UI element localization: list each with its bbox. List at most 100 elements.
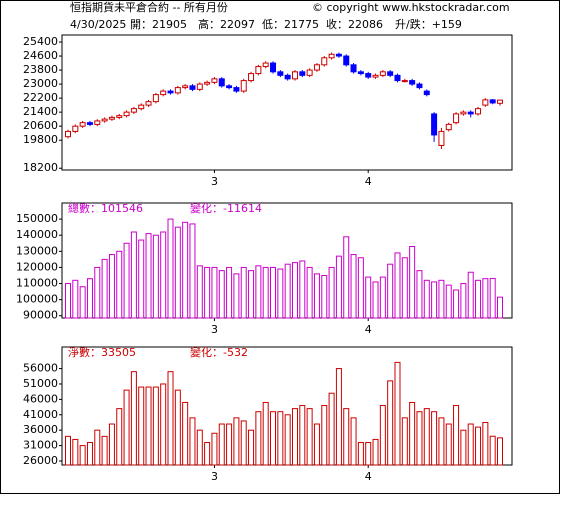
bar — [262, 266, 269, 319]
y-tick-label: 31000 — [23, 439, 58, 452]
candle-body — [431, 113, 438, 136]
chart-title: 恒指期貨未平倉合約 -- 所有月份 — [70, 0, 228, 14]
candle-body — [65, 130, 71, 138]
candle-body — [299, 71, 306, 76]
bar — [475, 426, 482, 466]
candle-body — [409, 80, 416, 85]
bar — [357, 257, 364, 319]
x-tick-label: 3 — [211, 175, 218, 188]
candle-body — [86, 122, 93, 125]
y-tick-label: 23800 — [23, 63, 58, 76]
bar — [226, 266, 233, 319]
candle-body — [270, 62, 277, 73]
bar — [372, 438, 379, 466]
bar — [152, 234, 159, 319]
candle-body — [423, 90, 430, 96]
bar — [233, 417, 240, 466]
bar — [248, 429, 255, 466]
candle-body — [108, 116, 115, 120]
bar — [387, 263, 394, 319]
bar — [196, 429, 203, 466]
bar — [497, 296, 503, 319]
bar — [65, 435, 71, 466]
y-tick-label: 24600 — [23, 49, 58, 62]
bar — [72, 438, 79, 466]
candle-body — [79, 122, 86, 127]
bar — [350, 254, 357, 319]
bar — [343, 236, 350, 319]
candle-body — [482, 99, 489, 106]
candle-body — [467, 111, 474, 115]
bar — [94, 266, 101, 319]
bar — [218, 270, 225, 319]
bar — [101, 435, 108, 466]
candle-body — [196, 83, 203, 90]
bar — [116, 408, 123, 466]
bar — [284, 263, 291, 319]
y-tick-label: 26000 — [23, 454, 58, 467]
bar — [270, 411, 277, 466]
y-tick-label: 41000 — [23, 408, 58, 421]
x-tick-label: 3 — [211, 323, 218, 336]
bar — [453, 405, 460, 466]
bar — [423, 408, 430, 466]
bar — [489, 435, 496, 466]
panel-label: 淨數：33505 — [68, 346, 136, 359]
candle-body — [255, 66, 262, 75]
candle-body — [204, 81, 211, 85]
candle-body — [350, 64, 357, 73]
candle-body — [94, 120, 101, 125]
candle-body — [123, 111, 130, 117]
bar — [306, 266, 313, 319]
bar — [152, 386, 159, 466]
bar — [255, 265, 262, 319]
bar — [240, 266, 247, 319]
bar — [130, 231, 137, 319]
bar — [182, 401, 189, 466]
candle-body — [306, 69, 313, 76]
candle-body — [416, 83, 423, 89]
bar — [445, 423, 452, 466]
bar — [211, 266, 218, 319]
bar — [365, 442, 372, 466]
bar — [401, 417, 408, 466]
bar — [423, 279, 430, 319]
bar — [145, 233, 152, 319]
bar — [482, 278, 489, 319]
bar — [291, 408, 298, 466]
candle-body — [453, 113, 460, 124]
bar — [299, 405, 306, 466]
bar — [255, 411, 262, 466]
y-tick-label: 36000 — [23, 423, 58, 436]
bar — [394, 361, 401, 466]
candle-body — [335, 53, 342, 57]
candle-body — [167, 90, 174, 94]
candle-body — [387, 71, 394, 76]
bar — [160, 231, 167, 319]
bar — [416, 270, 423, 319]
bar — [130, 371, 137, 466]
low: 低：21775 — [262, 18, 319, 31]
bar — [262, 401, 269, 466]
bar — [123, 389, 130, 466]
candle-body — [445, 123, 452, 131]
y-tick-label: 140000 — [16, 228, 58, 241]
candle-body — [460, 111, 467, 115]
bar — [379, 276, 386, 319]
y-tick-label: 130000 — [16, 244, 58, 257]
candle-body — [152, 94, 159, 103]
bar — [335, 255, 342, 319]
bar — [270, 266, 277, 319]
y-tick-label: 20600 — [23, 119, 58, 132]
bar — [160, 383, 167, 466]
bar — [365, 276, 372, 319]
candle-body — [372, 74, 379, 78]
bar — [277, 411, 284, 466]
bar — [145, 386, 152, 466]
bar — [86, 278, 93, 319]
plot-area — [61, 34, 513, 171]
candle-body — [226, 85, 233, 89]
bar — [453, 289, 460, 319]
open: 開：21905 — [130, 18, 187, 31]
